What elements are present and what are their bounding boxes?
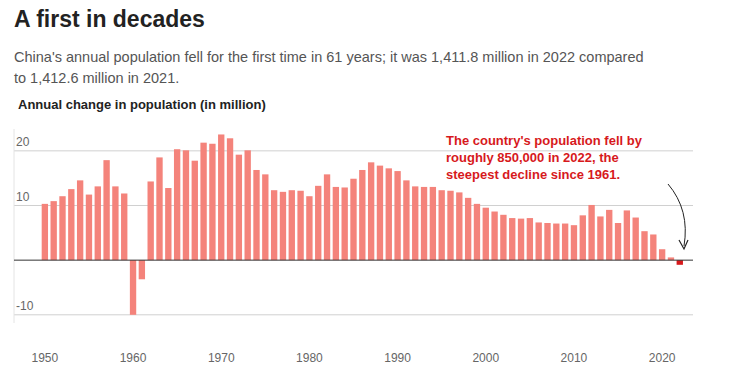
bar — [500, 215, 506, 260]
bar — [51, 201, 57, 260]
bar — [218, 134, 224, 260]
bar — [253, 170, 259, 260]
bar — [430, 187, 436, 260]
bar — [483, 208, 489, 260]
bar — [174, 149, 180, 260]
bar — [439, 190, 445, 260]
bar — [236, 155, 242, 260]
bar — [588, 205, 594, 260]
bar — [421, 187, 427, 260]
bar — [527, 218, 533, 260]
bar — [262, 174, 268, 260]
bar — [571, 225, 577, 260]
tick-label: 10 — [16, 190, 30, 204]
bar — [509, 218, 515, 260]
bar — [121, 193, 127, 260]
bar — [227, 138, 233, 260]
bar — [245, 150, 251, 260]
tick-label: 1960 — [120, 351, 147, 365]
bar — [209, 144, 215, 260]
bar — [562, 224, 568, 261]
bar — [386, 168, 392, 260]
bar — [518, 219, 524, 261]
bar — [368, 162, 374, 260]
chart: A first in decades China's annual populat… — [0, 0, 743, 391]
tick-label: 2020 — [649, 351, 676, 365]
bar — [650, 234, 656, 260]
bar — [377, 166, 383, 261]
annotation: The country's population fell by — [446, 133, 643, 148]
bar — [86, 195, 92, 261]
tick-label: 20 — [16, 135, 30, 149]
bar — [192, 161, 198, 260]
bar — [112, 186, 118, 260]
bar — [615, 223, 621, 260]
grid-line — [14, 314, 693, 315]
bar — [315, 186, 321, 260]
bar — [677, 260, 683, 265]
bar — [103, 160, 109, 260]
bar — [200, 143, 206, 260]
subtitle: China's annual population fell for the f… — [14, 49, 644, 65]
bar — [95, 186, 101, 260]
bar — [456, 192, 462, 260]
bar — [130, 260, 136, 315]
bar — [394, 171, 400, 260]
bar — [447, 191, 453, 260]
bar — [42, 204, 48, 260]
bar — [491, 212, 497, 261]
bar — [183, 150, 189, 260]
bar — [68, 189, 74, 260]
bar — [289, 190, 295, 260]
bar — [465, 198, 471, 260]
bar — [544, 223, 550, 260]
tick-label: 1950 — [32, 351, 59, 365]
axis-label: Annual change in population (in million) — [18, 97, 266, 112]
bar — [641, 231, 647, 260]
baseline — [14, 260, 693, 261]
arrow-head — [679, 240, 688, 249]
bar — [624, 210, 630, 260]
bar — [271, 190, 277, 260]
bar — [403, 180, 409, 260]
bar — [474, 204, 480, 260]
annotation: steepest decline since 1961. — [446, 167, 620, 182]
bar — [156, 157, 162, 260]
tick-label: 1970 — [208, 351, 235, 365]
bar — [359, 170, 365, 260]
tick-label: 2010 — [561, 351, 588, 365]
bar — [139, 260, 145, 279]
bar — [297, 191, 303, 260]
bar — [659, 249, 665, 260]
title: A first in decades — [14, 6, 205, 32]
bar — [306, 196, 312, 260]
bar — [536, 222, 542, 260]
bar — [606, 210, 612, 260]
bar — [165, 188, 171, 260]
bar — [580, 215, 586, 260]
bar — [148, 181, 154, 260]
bar — [280, 192, 286, 260]
axis-line — [14, 129, 15, 323]
tick-label: -10 — [16, 299, 34, 313]
annotation: roughly 850,000 in 2022, the — [446, 150, 619, 165]
bar — [553, 224, 559, 261]
bars — [42, 134, 683, 314]
bar — [333, 187, 339, 260]
bar — [324, 174, 330, 260]
bar — [342, 187, 348, 260]
bar — [77, 180, 83, 260]
tick-label: 1990 — [384, 351, 411, 365]
bar — [412, 186, 418, 260]
bar — [350, 179, 356, 260]
bar — [633, 218, 639, 261]
subtitle: to 1,412.6 million in 2021. — [14, 70, 179, 86]
tick-label: 2000 — [472, 351, 499, 365]
tick-label: 1980 — [296, 351, 323, 365]
bar — [59, 196, 65, 260]
bar — [597, 216, 603, 260]
arrow — [668, 184, 685, 246]
